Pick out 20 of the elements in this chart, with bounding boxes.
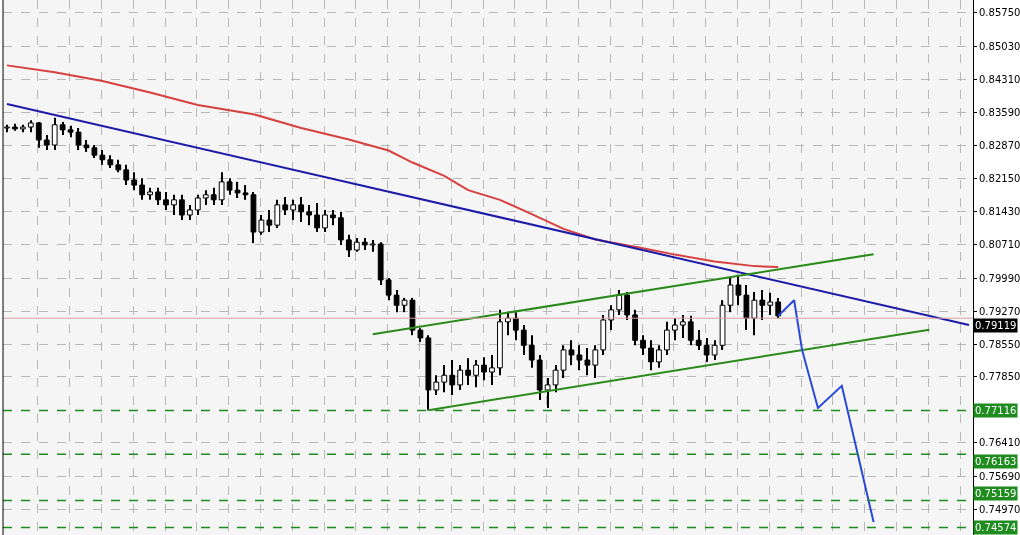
y-tick-label: 0.85750 xyxy=(979,7,1020,19)
ref-line-label: 0.75159 xyxy=(975,488,1017,499)
y-tick-label: 0.84310 xyxy=(979,73,1020,85)
y-tick-label: 0.74970 xyxy=(979,503,1020,515)
y-tick-label: 0.80710 xyxy=(979,239,1020,251)
y-tick-label: 0.76410 xyxy=(979,437,1020,449)
y-tick-label: 0.83590 xyxy=(979,106,1020,118)
ref-line-label: 0.77116 xyxy=(975,405,1017,416)
y-tick-label: 0.81430 xyxy=(979,206,1020,218)
ref-line-label: 0.76163 xyxy=(975,456,1017,467)
y-tick-label: 0.85030 xyxy=(979,40,1020,52)
y-tick-label: 0.79990 xyxy=(979,272,1020,284)
y-tick-label: 0.77850 xyxy=(979,371,1020,383)
y-tick-label: 0.78550 xyxy=(979,338,1020,350)
y-tick-label: 0.82150 xyxy=(979,173,1020,185)
ref-line-label: 0.74574 xyxy=(975,522,1017,533)
ref-line-label: 0.79119 xyxy=(975,320,1017,331)
y-tick-label: 0.75690 xyxy=(979,470,1020,482)
y-tick-label: 0.82870 xyxy=(979,139,1020,151)
y-tick-label: 0.79270 xyxy=(979,305,1020,317)
